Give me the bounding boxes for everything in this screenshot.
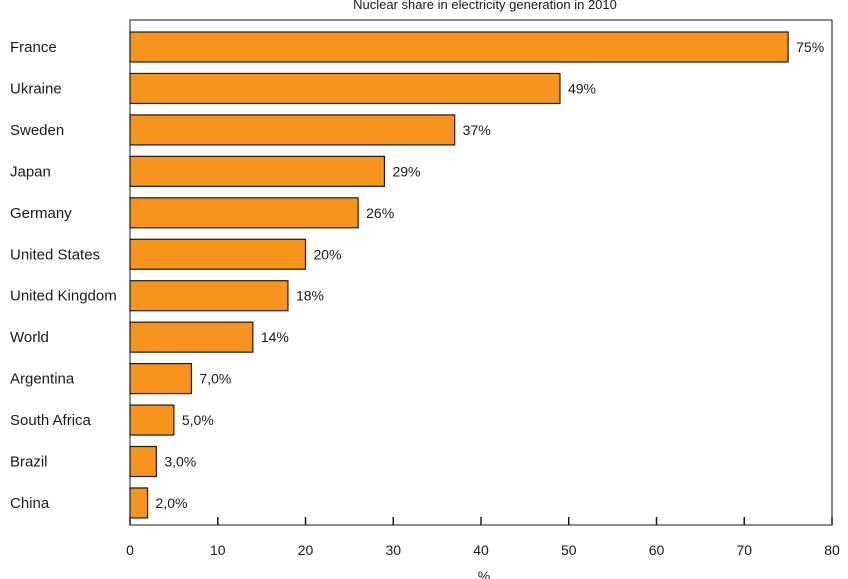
bar-world bbox=[129, 321, 254, 353]
bar-brazil bbox=[129, 445, 157, 478]
x-tick-label: 10 bbox=[210, 542, 226, 558]
bar-united-states bbox=[129, 238, 307, 270]
value-label: 18% bbox=[296, 288, 324, 304]
value-label: 7,0% bbox=[199, 371, 231, 387]
category-label: Ukraine bbox=[10, 80, 62, 97]
category-label: Argentina bbox=[10, 371, 75, 388]
x-tick-label: 60 bbox=[649, 542, 665, 558]
bar-south-africa bbox=[129, 404, 175, 436]
value-label: 26% bbox=[366, 205, 394, 221]
value-label: 49% bbox=[568, 80, 596, 96]
value-label: 14% bbox=[261, 329, 289, 345]
x-tick-label: 0 bbox=[126, 542, 134, 558]
bar-sweden bbox=[129, 114, 456, 146]
value-label: 75% bbox=[796, 39, 824, 55]
category-label: China bbox=[10, 495, 50, 512]
category-label: Germany bbox=[10, 205, 72, 222]
category-label: Japan bbox=[10, 163, 51, 180]
x-tick-label: 30 bbox=[385, 542, 401, 558]
category-label: United States bbox=[10, 246, 100, 263]
bar-ukraine bbox=[129, 72, 561, 105]
category-label: United Kingdom bbox=[10, 288, 117, 305]
x-tick-label: 20 bbox=[298, 542, 314, 558]
x-tick-label: 50 bbox=[561, 542, 577, 558]
x-tick-label: 70 bbox=[736, 542, 752, 558]
chart-title: Nuclear share in electricity generation … bbox=[353, 0, 617, 12]
bar-france bbox=[129, 31, 789, 63]
x-tick-label: 40 bbox=[473, 542, 489, 558]
bar-united-kingdom bbox=[129, 280, 289, 312]
category-label: France bbox=[10, 39, 57, 56]
value-label: 5,0% bbox=[182, 412, 214, 428]
bar-argentina bbox=[129, 363, 193, 395]
bar-japan bbox=[129, 155, 386, 187]
category-label: Brazil bbox=[10, 454, 48, 471]
value-label: 20% bbox=[314, 246, 342, 262]
x-tick-label: 80 bbox=[824, 542, 840, 558]
x-axis: 0 10 20 30 40 50 60 70 80 bbox=[126, 517, 840, 558]
bar-germany bbox=[129, 197, 359, 229]
bar-china bbox=[129, 487, 149, 519]
value-label: 29% bbox=[392, 163, 420, 179]
bars-group: France 75% Ukraine 49% Sweden 37% Japan 29% Germ… bbox=[10, 31, 824, 519]
value-label: 2,0% bbox=[156, 495, 188, 511]
value-label: 3,0% bbox=[164, 454, 196, 470]
category-label: Sweden bbox=[10, 122, 64, 139]
value-label: 37% bbox=[463, 122, 491, 138]
x-axis-label: % bbox=[478, 568, 490, 579]
category-label: World bbox=[10, 329, 49, 346]
category-label: South Africa bbox=[10, 412, 92, 429]
